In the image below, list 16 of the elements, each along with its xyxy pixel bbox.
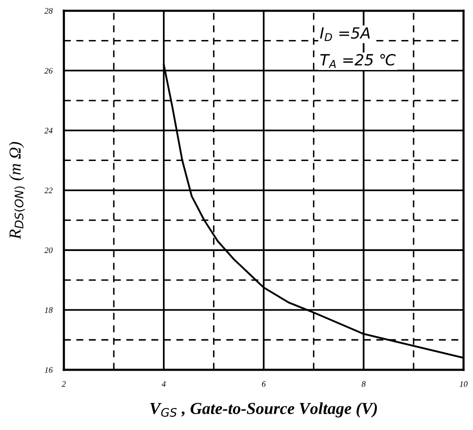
y-tick-label: 16 [44,367,53,373]
y-axis-title: R$_{DS(ON)}$ (m Ω) [8,142,25,240]
x-tick-label: 4 [162,381,166,387]
x-axis-title: V$_{GS}$ , Gate-to-Source Voltage (V) [150,402,377,418]
y-tick-label: 22 [44,188,53,194]
x-tick-label: 8 [362,381,366,387]
y-tick-label: 28 [44,8,53,14]
x-tick-label: 2 [62,381,66,387]
y-tick-label: 26 [44,68,53,74]
annotation: T$_{A}$ =25 ℃ [320,54,396,68]
annotation: I$_{D}$ =5A [320,27,370,42]
x-tick-label: 10 [460,381,468,387]
y-tick-label: 24 [44,128,53,134]
x-tick-label: 6 [262,381,266,387]
y-tick-label: 18 [44,307,53,313]
y-tick-label: 20 [44,247,53,254]
